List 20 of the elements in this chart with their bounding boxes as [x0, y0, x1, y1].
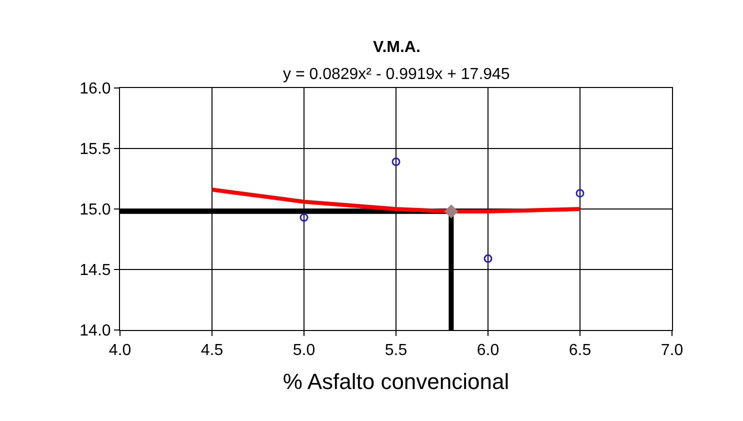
- y-tick-label: 15.5: [80, 141, 111, 158]
- y-tick-label: 15.0: [80, 202, 111, 219]
- x-tick-label: 5.0: [292, 342, 316, 360]
- y-tick-label: 14.5: [80, 262, 111, 280]
- x-axis-title: % Asfalto convencional: [282, 369, 510, 394]
- x-tick-label: 4.0: [108, 342, 132, 360]
- point: [444, 204, 458, 218]
- x-tick-label: 4.5: [200, 342, 224, 360]
- x-tick-label: 6.5: [568, 342, 592, 360]
- x-tick-label: 7.0: [660, 342, 684, 360]
- chart-title: V.M.A.: [373, 39, 420, 56]
- x-tick-label: 5.5: [384, 342, 408, 360]
- point: [392, 158, 400, 166]
- y-tick-label: 14.0: [80, 322, 111, 340]
- point: [576, 189, 584, 198]
- point: [484, 254, 492, 263]
- point: [300, 213, 308, 222]
- x-tick-label: 6.0: [476, 342, 500, 360]
- y-tick-label: 16.0: [80, 80, 111, 98]
- chart-subtitle: y = 0.0829x² - 0.9919x + 17.945: [283, 66, 510, 83]
